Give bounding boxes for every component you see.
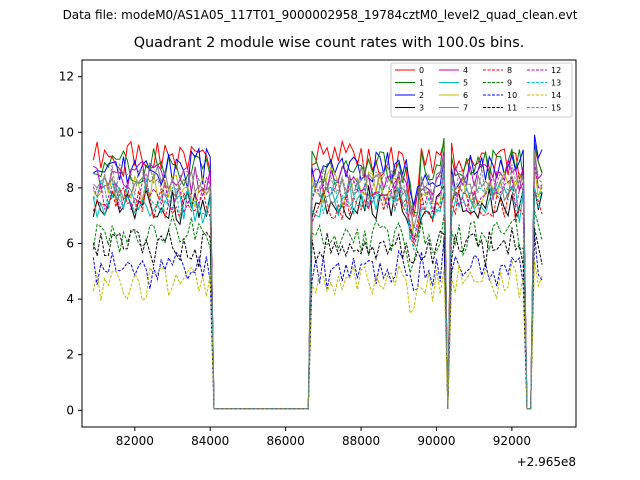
x-tick-label: 90000 xyxy=(417,434,455,448)
legend-label-11: 11 xyxy=(507,104,517,113)
series-line-8 xyxy=(92,185,543,410)
x-tick-label: 86000 xyxy=(267,434,305,448)
legend-label-4: 4 xyxy=(463,66,468,75)
legend-label-14: 14 xyxy=(551,91,561,100)
legend-label-10: 10 xyxy=(507,91,517,100)
series-line-7 xyxy=(92,153,543,410)
series-line-9 xyxy=(92,210,543,410)
x-offset-label: +2.965e8 xyxy=(517,455,576,469)
x-tick-label: 82000 xyxy=(116,434,154,448)
legend-label-6: 6 xyxy=(463,91,468,100)
y-tick-label: 2 xyxy=(66,348,74,362)
series-line-3 xyxy=(92,185,543,410)
legend-label-7: 7 xyxy=(463,104,468,113)
figure-suptitle: Data file: modeM0/AS1A05_117T01_90000029… xyxy=(62,8,578,22)
y-tick-label: 8 xyxy=(66,181,74,195)
legend-label-12: 12 xyxy=(551,66,561,75)
x-tick-label: 84000 xyxy=(191,434,229,448)
chart-title: Quadrant 2 module wise count rates with … xyxy=(133,35,525,51)
series-line-14 xyxy=(92,259,543,410)
legend-box xyxy=(390,62,573,118)
legend-label-3: 3 xyxy=(419,104,424,113)
x-tick-label: 88000 xyxy=(342,434,380,448)
y-tick-label: 6 xyxy=(66,237,74,251)
legend-label-0: 0 xyxy=(419,66,424,75)
series-line-13 xyxy=(92,167,543,410)
legend-label-15: 15 xyxy=(551,104,561,113)
legend-label-9: 9 xyxy=(507,79,512,88)
y-axis: 0 2 4 6 8 10 12 xyxy=(59,70,82,417)
series-line-11 xyxy=(92,227,543,410)
series-line-10 xyxy=(92,233,543,410)
legend-label-8: 8 xyxy=(507,66,512,75)
legend-label-13: 13 xyxy=(551,79,561,88)
legend-label-1: 1 xyxy=(419,79,424,88)
legend-label-5: 5 xyxy=(463,79,468,88)
y-tick-label: 12 xyxy=(59,70,74,84)
series-line-15 xyxy=(92,149,543,410)
x-tick-label: 92000 xyxy=(493,434,531,448)
y-tick-label: 0 xyxy=(66,403,74,417)
y-tick-label: 4 xyxy=(66,292,74,306)
plot-lines xyxy=(92,134,543,410)
legend-label-2: 2 xyxy=(419,91,424,100)
series-line-5 xyxy=(92,181,543,410)
y-tick-label: 10 xyxy=(59,125,74,139)
x-axis: 82000 84000 86000 88000 90000 92000 xyxy=(116,427,531,448)
